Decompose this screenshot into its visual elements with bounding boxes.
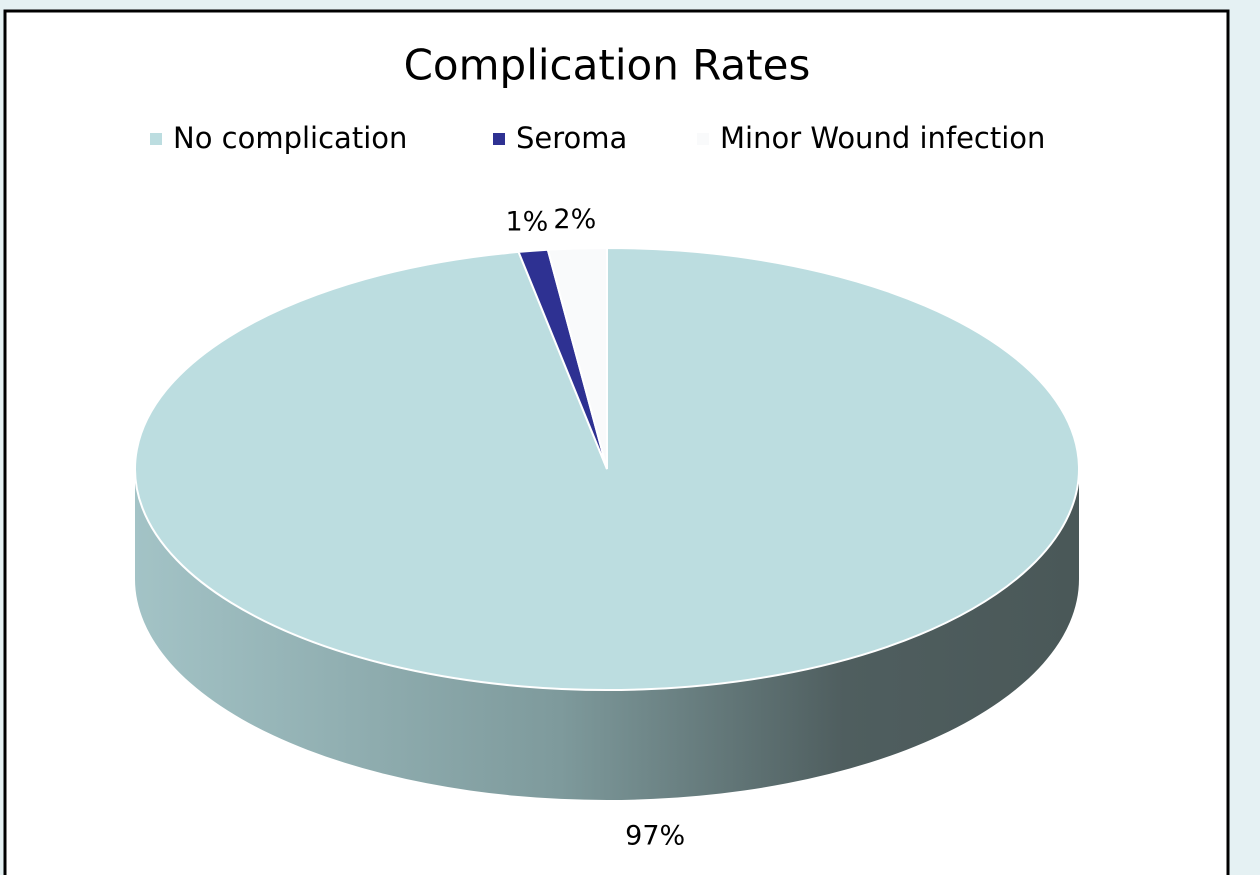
data-label: 1% <box>505 207 548 238</box>
legend-marker <box>493 133 505 145</box>
pie-tops <box>134 246 1081 691</box>
chart-title: Complication Rates <box>404 41 811 90</box>
data-label: 2% <box>553 204 596 235</box>
legend-label: Minor Wound infection <box>720 121 1045 155</box>
legend-label: Seroma <box>516 121 627 155</box>
data-labels: 97% 1% 2% <box>505 204 685 851</box>
legend-label: No complication <box>173 121 407 155</box>
data-label: 97% <box>625 820 685 851</box>
legend-marker <box>697 133 709 145</box>
pie-slice <box>546 246 608 470</box>
pie-walls <box>135 469 1079 800</box>
legend: No complication Seroma Minor Wound infecti… <box>150 121 1045 155</box>
pie-wall <box>135 469 1079 800</box>
legend-marker <box>150 133 162 145</box>
